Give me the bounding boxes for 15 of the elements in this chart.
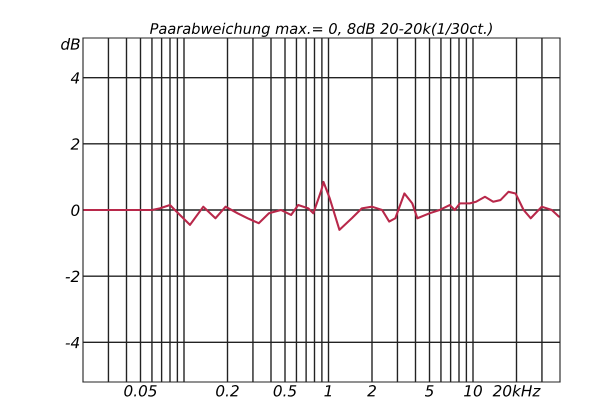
x-tick-label: 2 — [367, 385, 376, 396]
y-axis-title: dB — [61, 38, 80, 50]
y-tick-label: 0 — [71, 204, 80, 216]
y-tick-label: -4 — [66, 336, 80, 348]
y-tick-label: 4 — [70, 72, 80, 84]
y-tick-label: 2 — [70, 138, 80, 150]
x-tick-label: 1 — [324, 385, 332, 396]
y-tick-label: -2 — [66, 270, 80, 282]
x-tick-label: 10 — [464, 385, 482, 397]
x-tick-label: 0.05 — [124, 385, 157, 397]
x-tick-label: 0.5 — [274, 385, 296, 397]
x-tick-label: 20kHz — [492, 384, 541, 397]
x-tick-label: 5 — [424, 385, 434, 397]
x-tick-label: 0.2 — [216, 385, 239, 397]
chart-title: Paarabweichung max.= 0, 8dB 20-20k(1/30ct.) — [150, 22, 492, 37]
